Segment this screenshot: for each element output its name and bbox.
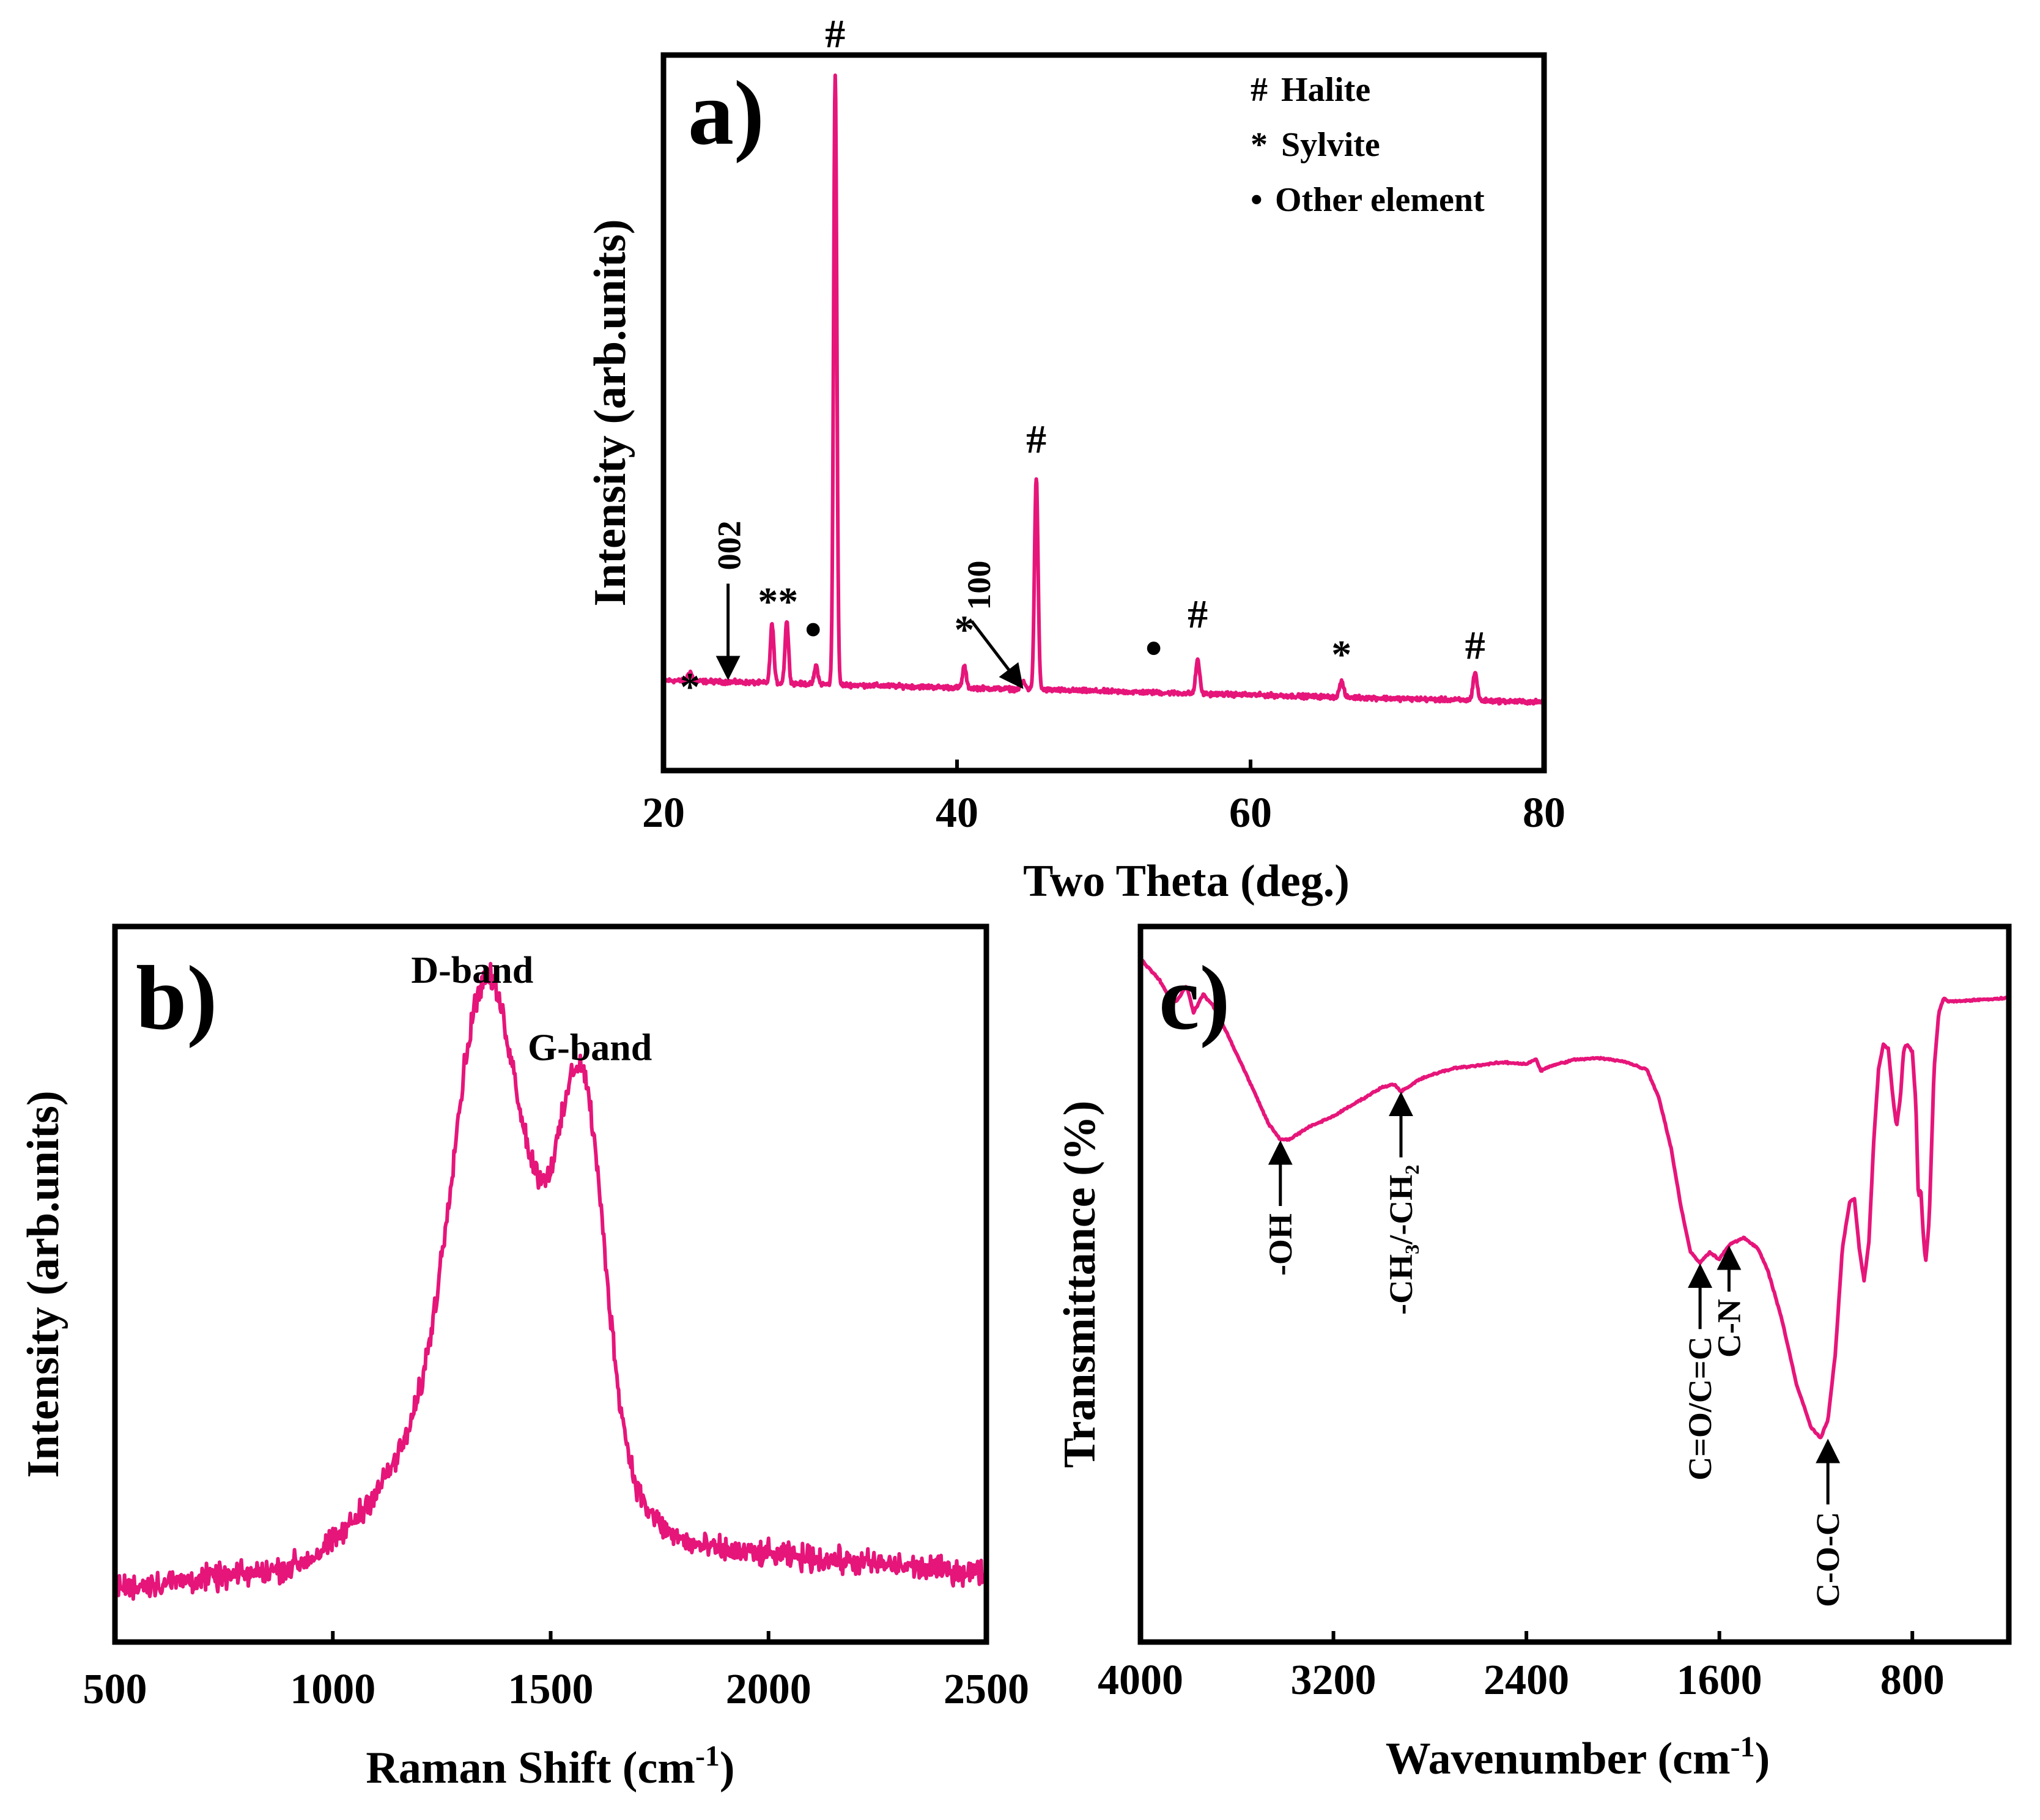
peak-marker: • [805, 603, 822, 657]
arrow-label-100: 100 [961, 561, 997, 610]
band-label: C-N [1710, 1299, 1747, 1358]
peak-marker: ** [758, 579, 798, 624]
band-label: -OH [1262, 1213, 1299, 1276]
legend-label-sylvite: Sylvite [1281, 126, 1380, 164]
legend-symbol-sylvite: * [1251, 126, 1268, 164]
x-tick-label: 2400 [1484, 1657, 1569, 1704]
series-line [662, 73, 1546, 706]
x-tick-label: 40 [936, 790, 978, 837]
panel-b-ylabel: Intensity (arb.units) [18, 1090, 68, 1478]
peak-marker: # [825, 12, 845, 56]
panel-b-frame [112, 923, 989, 1645]
panel-b-raman: 500 1000 1500 2000 2500 D-band G-band b) Raman… [18, 923, 1029, 1793]
band-label: G-band [528, 1027, 652, 1069]
band-label: D-band [411, 950, 533, 991]
peak-marker: * [680, 665, 700, 709]
x-tick-label: 60 [1229, 790, 1272, 837]
legend-symbol-other: • [1251, 181, 1263, 219]
band-label: C-O-C [1809, 1512, 1846, 1607]
x-tick-label: 1600 [1677, 1657, 1762, 1704]
panel-c-label: c) [1159, 947, 1230, 1049]
panel-c-xlabel: Wavenumber (cm-1) [1386, 1731, 1770, 1784]
x-tick-label: 80 [1523, 790, 1565, 837]
panel-b-xlabel: Raman Shift (cm-1) [366, 1740, 734, 1793]
peak-marker: # [1465, 623, 1485, 668]
panel-c-ftir: 4000 3200 2400 1600 800-OH -CH₃/-CH₂C=O/C=CC-… [1055, 923, 2012, 1784]
legend-symbol-halite: # [1251, 71, 1268, 109]
x-tick-label: 3200 [1291, 1657, 1377, 1704]
series-line [113, 961, 988, 1601]
legend-label-halite: Halite [1281, 71, 1370, 109]
x-tick-label: 2000 [726, 1666, 811, 1713]
panel-c-frame [1137, 923, 2012, 1645]
x-tick-label: 2500 [944, 1666, 1029, 1713]
x-tick-label: 500 [83, 1666, 147, 1713]
panel-a-legend: # Halite * Sylvite • Other element [1251, 71, 1485, 219]
panel-a-xlabel: Two Theta (deg.) [1023, 856, 1350, 906]
panel-a-ylabel: Intensity (arb.units) [585, 219, 635, 606]
series-line [1139, 958, 2010, 1440]
peak-marker: * [1331, 632, 1351, 677]
x-tick-label: 1000 [290, 1666, 375, 1713]
arrow-label-002: 002 [711, 520, 748, 570]
peak-marker: # [1026, 417, 1046, 462]
panel-a-label: a) [688, 62, 764, 164]
x-tick-label: 1500 [508, 1666, 594, 1713]
x-tick-label: 20 [642, 790, 685, 837]
band-label: C=O/C=C [1682, 1336, 1718, 1481]
panel-a-frame [660, 52, 1547, 774]
peak-marker: • [1145, 622, 1162, 676]
panel-b-label: b) [136, 947, 217, 1049]
band-label: -CH₃/-CH₂ [1383, 1165, 1419, 1315]
peak-marker: # [1188, 592, 1208, 637]
legend-label-other: Other element [1275, 181, 1485, 219]
peak-marker: * [955, 607, 975, 652]
panel-c-ylabel: Transmittance (%) [1055, 1101, 1105, 1468]
arrow-100 [970, 620, 1024, 689]
x-tick-label: 4000 [1098, 1657, 1183, 1704]
x-tick-label: 800 [1880, 1657, 1945, 1704]
